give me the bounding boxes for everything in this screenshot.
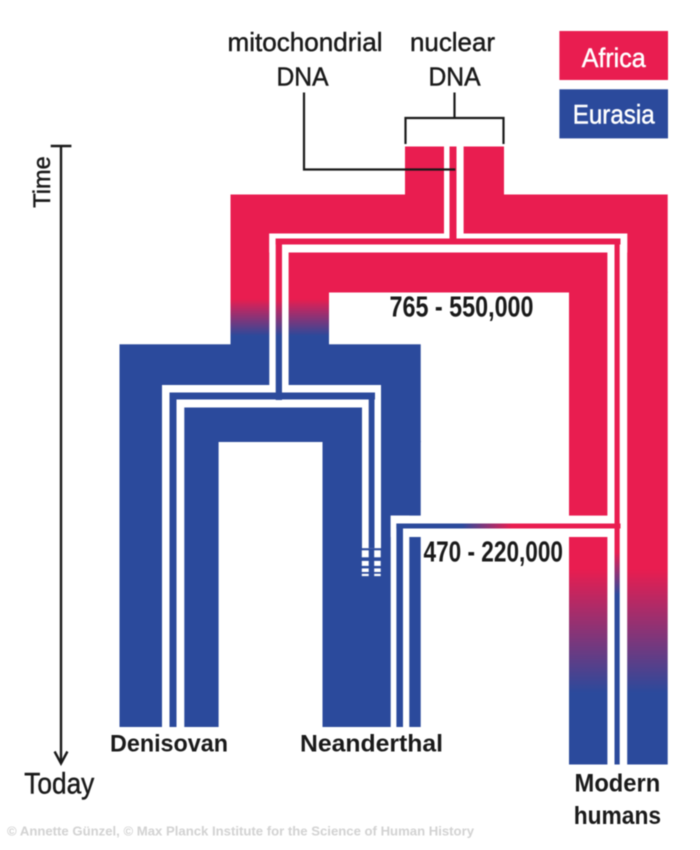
svg-text:Modern: Modern xyxy=(575,770,661,798)
svg-text:DNA: DNA xyxy=(277,62,330,92)
svg-text:Today: Today xyxy=(24,768,94,801)
svg-text:DNA: DNA xyxy=(429,62,482,92)
svg-text:mitochondrial: mitochondrial xyxy=(228,27,383,57)
svg-text:© Annette Günzel, © Max Planck: © Annette Günzel, © Max Planck Institute… xyxy=(7,824,475,839)
svg-text:nuclear: nuclear xyxy=(410,27,495,57)
svg-text:Time: Time xyxy=(29,156,56,208)
svg-text:Africa: Africa xyxy=(582,43,647,73)
svg-text:Eurasia: Eurasia xyxy=(573,100,656,130)
svg-text:470 - 220,000: 470 - 220,000 xyxy=(424,536,564,568)
svg-text:Denisovan: Denisovan xyxy=(110,731,228,758)
svg-text:humans: humans xyxy=(574,802,661,830)
svg-text:765 - 550,000: 765 - 550,000 xyxy=(390,292,534,324)
svg-text:Neanderthal: Neanderthal xyxy=(300,731,443,758)
